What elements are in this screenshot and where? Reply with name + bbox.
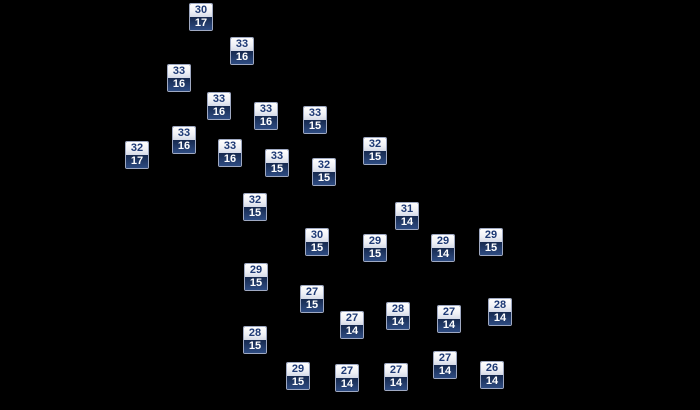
high-temperature: 28 [489, 299, 511, 312]
temperature-badge[interactable]: 27 14 [437, 305, 461, 333]
temperature-badge[interactable]: 27 14 [335, 364, 359, 392]
temperature-badge[interactable]: 33 16 [254, 102, 278, 130]
high-temperature: 30 [190, 4, 212, 17]
high-temperature: 33 [231, 38, 253, 51]
low-temperature: 15 [313, 172, 335, 185]
temperature-badge[interactable]: 33 15 [265, 149, 289, 177]
high-temperature: 32 [364, 138, 386, 151]
temperature-badge[interactable]: 33 16 [167, 64, 191, 92]
low-temperature: 14 [434, 365, 456, 378]
temperature-badge[interactable]: 33 16 [230, 37, 254, 65]
temperature-badge[interactable]: 26 14 [480, 361, 504, 389]
temperature-badge[interactable]: 30 17 [189, 3, 213, 31]
low-temperature: 16 [255, 116, 277, 129]
temperature-badge[interactable]: 28 14 [488, 298, 512, 326]
high-temperature: 28 [387, 303, 409, 316]
temperature-badge[interactable]: 33 16 [207, 92, 231, 120]
low-temperature: 14 [387, 316, 409, 329]
low-temperature: 14 [341, 325, 363, 338]
high-temperature: 32 [313, 159, 335, 172]
high-temperature: 29 [245, 264, 267, 277]
temperature-badge[interactable]: 32 15 [363, 137, 387, 165]
temperature-badge[interactable]: 27 14 [384, 363, 408, 391]
high-temperature: 31 [396, 203, 418, 216]
temperature-badge[interactable]: 32 15 [312, 158, 336, 186]
high-temperature: 33 [304, 107, 326, 120]
high-temperature: 32 [244, 194, 266, 207]
temperature-badge[interactable]: 29 15 [244, 263, 268, 291]
temperature-badge[interactable]: 32 17 [125, 141, 149, 169]
temperature-badge[interactable]: 32 15 [243, 193, 267, 221]
high-temperature: 27 [385, 364, 407, 377]
temperature-badge[interactable]: 29 15 [363, 234, 387, 262]
high-temperature: 27 [301, 286, 323, 299]
low-temperature: 15 [306, 242, 328, 255]
high-temperature: 29 [287, 363, 309, 376]
temperature-badge[interactable]: 33 15 [303, 106, 327, 134]
temperature-badge[interactable]: 28 14 [386, 302, 410, 330]
low-temperature: 16 [231, 51, 253, 64]
temperature-badge[interactable]: 30 15 [305, 228, 329, 256]
high-temperature: 30 [306, 229, 328, 242]
temperature-badge[interactable]: 27 14 [340, 311, 364, 339]
high-temperature: 27 [341, 312, 363, 325]
high-temperature: 29 [364, 235, 386, 248]
high-temperature: 26 [481, 362, 503, 375]
low-temperature: 16 [173, 140, 195, 153]
high-temperature: 33 [208, 93, 230, 106]
low-temperature: 15 [245, 277, 267, 290]
low-temperature: 14 [396, 216, 418, 229]
high-temperature: 28 [244, 327, 266, 340]
temperature-badge[interactable]: 29 14 [431, 234, 455, 262]
low-temperature: 16 [208, 106, 230, 119]
temperature-badge[interactable]: 29 15 [479, 228, 503, 256]
temperature-badge[interactable]: 31 14 [395, 202, 419, 230]
low-temperature: 14 [432, 248, 454, 261]
low-temperature: 17 [126, 155, 148, 168]
high-temperature: 29 [432, 235, 454, 248]
low-temperature: 17 [190, 17, 212, 30]
low-temperature: 15 [480, 242, 502, 255]
high-temperature: 29 [480, 229, 502, 242]
high-temperature: 33 [173, 127, 195, 140]
low-temperature: 15 [244, 340, 266, 353]
temperature-badge[interactable]: 29 15 [286, 362, 310, 390]
low-temperature: 15 [287, 376, 309, 389]
high-temperature: 32 [126, 142, 148, 155]
temperature-badge[interactable]: 27 14 [433, 351, 457, 379]
high-temperature: 27 [438, 306, 460, 319]
low-temperature: 15 [301, 299, 323, 312]
low-temperature: 15 [364, 151, 386, 164]
high-temperature: 27 [434, 352, 456, 365]
temperature-badge[interactable]: 33 16 [218, 139, 242, 167]
low-temperature: 14 [438, 319, 460, 332]
low-temperature: 14 [489, 312, 511, 325]
high-temperature: 33 [266, 150, 288, 163]
low-temperature: 14 [336, 378, 358, 391]
low-temperature: 15 [364, 248, 386, 261]
high-temperature: 27 [336, 365, 358, 378]
low-temperature: 15 [244, 207, 266, 220]
high-temperature: 33 [219, 140, 241, 153]
temperature-badge[interactable]: 27 15 [300, 285, 324, 313]
low-temperature: 16 [219, 153, 241, 166]
low-temperature: 14 [385, 377, 407, 390]
temperature-badge[interactable]: 28 15 [243, 326, 267, 354]
high-temperature: 33 [168, 65, 190, 78]
low-temperature: 15 [304, 120, 326, 133]
low-temperature: 14 [481, 375, 503, 388]
temperature-badge[interactable]: 33 16 [172, 126, 196, 154]
low-temperature: 15 [266, 163, 288, 176]
low-temperature: 16 [168, 78, 190, 91]
high-temperature: 33 [255, 103, 277, 116]
